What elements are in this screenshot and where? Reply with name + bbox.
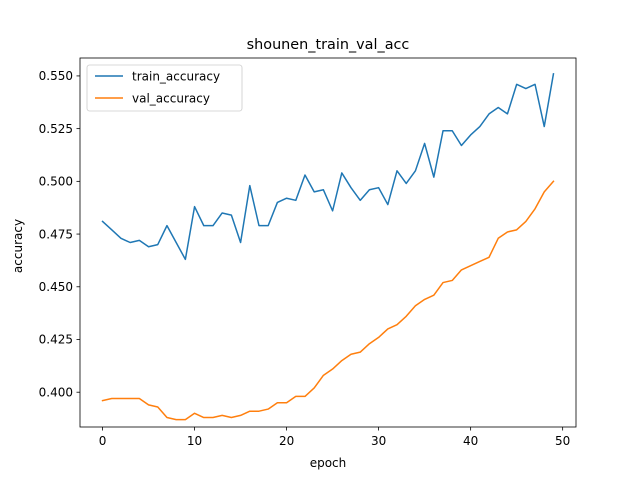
y-tick-label: 0.425 [39, 333, 73, 347]
legend: train_accuracy val_accuracy [86, 64, 243, 112]
x-tick-label: 30 [371, 434, 386, 448]
x-tick-label: 0 [99, 434, 107, 448]
y-tick-label: 0.500 [39, 175, 73, 189]
legend-label-train-accuracy: train_accuracy [132, 69, 220, 83]
plot-area: 0 10 20 30 40 50 0.400 0.425 0.450 0.475 0.500 0.52… [39, 57, 577, 448]
y-tick-label: 0.525 [39, 122, 73, 136]
x-tick-label: 20 [279, 434, 294, 448]
y-tick-label: 0.550 [39, 69, 73, 83]
x-tick-label: 50 [555, 434, 570, 448]
legend-box [86, 64, 243, 112]
y-tick-label: 0.475 [39, 227, 73, 241]
y-tick-label: 0.400 [39, 385, 73, 399]
y-tick-label: 0.450 [39, 280, 73, 294]
series-line-train-accuracy [101, 72, 555, 261]
series-line-val-accuracy [101, 180, 555, 421]
y-axis-label: accuracy [11, 219, 25, 273]
x-tick-label: 40 [463, 434, 478, 448]
legend-label-val-accuracy: val_accuracy [132, 91, 210, 105]
axes-frame [79, 57, 577, 428]
chart-title: shounen_train_val_acc [247, 37, 410, 53]
x-tick-label: 10 [187, 434, 202, 448]
x-axis-label: epoch [310, 456, 347, 470]
